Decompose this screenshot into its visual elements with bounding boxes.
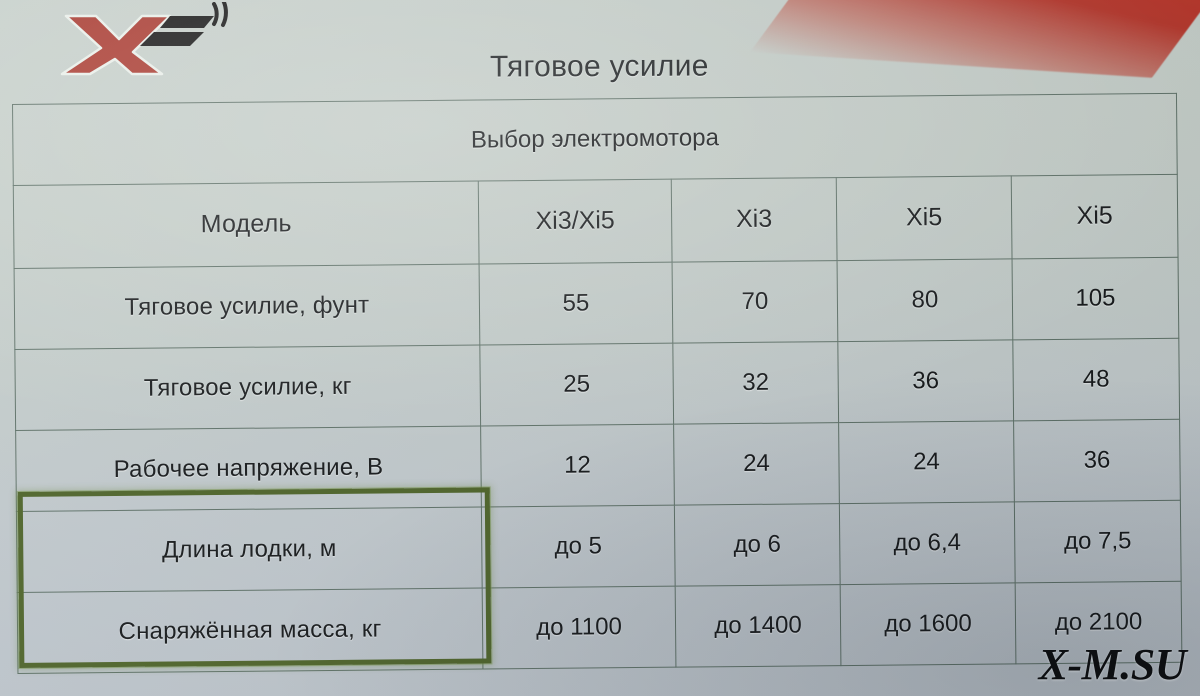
spec-table-body: Выбор электромотора Модель Xi3/Xi5 Xi3 X…: [12, 93, 1182, 674]
page-title: Тяговое усилие: [0, 50, 1200, 84]
spec-table-container: Выбор электромотора Модель Xi3/Xi5 Xi3 X…: [12, 93, 1182, 674]
row-value: 36: [837, 339, 1014, 423]
logo-svg: [60, 0, 228, 76]
row-value: 24: [673, 422, 840, 506]
row-value: 24: [838, 420, 1015, 504]
row-value: 80: [837, 258, 1013, 342]
column-header-v4: Xi5: [1011, 174, 1179, 259]
row-value: 105: [1012, 257, 1179, 340]
logo-x-mark: [60, 14, 172, 76]
row-value: до 1100: [482, 586, 676, 670]
column-header-v1: Xi3/Xi5: [478, 179, 673, 265]
row-value: до 5: [481, 505, 676, 588]
row-value: 70: [672, 260, 838, 344]
row-value: 36: [1013, 419, 1181, 502]
x-brand-logo: [18, 0, 253, 80]
row-label: Снаряжённая масса, кг: [17, 587, 483, 674]
row-value: 12: [480, 424, 675, 507]
table-row: Рабочее напряжение, В 12 24 24 36: [15, 419, 1181, 512]
table-row: Тяговое усилие, фунт 55 70 80 105: [14, 257, 1179, 350]
table-banner-row: Выбор электромотора: [12, 93, 1178, 186]
row-value: 32: [672, 341, 839, 425]
row-value: 55: [479, 262, 673, 346]
row-value: до 6,4: [839, 501, 1016, 585]
site-watermark: X-M.SU: [1038, 640, 1187, 689]
row-label: Тяговое усилие, фунт: [14, 264, 480, 350]
column-header-v2: Xi3: [671, 177, 838, 263]
row-value: 25: [479, 343, 674, 426]
page-title-text: Тяговое усилие: [489, 49, 709, 84]
table-header-row: Модель Xi3/Xi5 Xi3 Xi5 Xi5: [13, 174, 1179, 269]
row-value: 48: [1012, 338, 1180, 421]
row-label: Тяговое усилие, кг: [14, 345, 481, 431]
table-row: Длина лодки, м до 5 до 6 до 6,4 до 7,5: [16, 500, 1182, 593]
table-banner-title: Выбор электромотора: [12, 93, 1178, 186]
logo-signal-arcs-icon: [212, 0, 228, 27]
column-header-v3: Xi5: [836, 175, 1013, 261]
row-label: Длина лодки, м: [16, 506, 483, 593]
row-value: до 7,5: [1014, 500, 1182, 583]
table-row: Тяговое усилие, кг 25 32 36 48: [14, 338, 1180, 431]
logo-speedlines-icon: [140, 16, 214, 46]
row-value: до 1400: [675, 584, 841, 668]
row-value: до 1600: [840, 582, 1016, 666]
row-label: Рабочее напряжение, В: [15, 425, 482, 512]
row-value: до 6: [674, 503, 841, 587]
table-row: Снаряжённая масса, кг до 1100 до 1400 до…: [17, 581, 1182, 674]
column-header-model: Модель: [13, 181, 480, 269]
motor-spec-table: Выбор электромотора Модель Xi3/Xi5 Xi3 X…: [12, 93, 1182, 674]
